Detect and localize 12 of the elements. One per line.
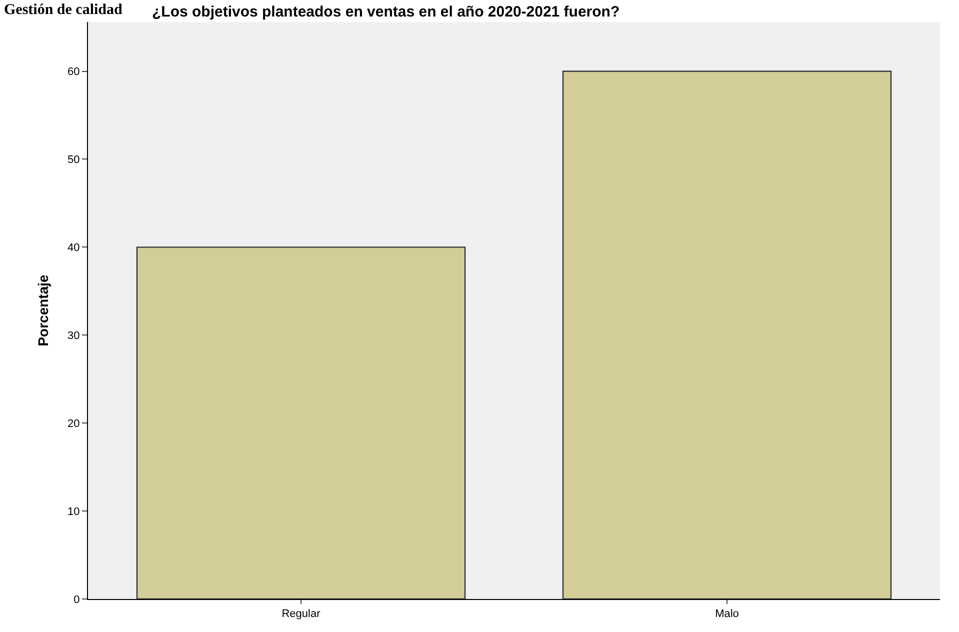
text: Gestión de calidad bbox=[4, 2, 123, 18]
y-tick-label: 10 bbox=[68, 506, 80, 518]
y-axis-title: Porcentaje bbox=[35, 274, 52, 346]
y-tick-label: 40 bbox=[68, 242, 80, 254]
y-tick-label: 20 bbox=[68, 418, 80, 430]
chart-title: ¿Los objetivos planteados en ventas en el año 2020-2021 fueron? bbox=[152, 3, 620, 20]
x-tick-label: Malo bbox=[715, 608, 739, 620]
y-tick-label: 0 bbox=[74, 594, 80, 606]
y-tick-label: 50 bbox=[68, 154, 80, 166]
y-tick-label: 60 bbox=[68, 66, 80, 78]
x-tick-label: Regular bbox=[282, 608, 321, 620]
y-tick-label: 30 bbox=[68, 330, 80, 342]
